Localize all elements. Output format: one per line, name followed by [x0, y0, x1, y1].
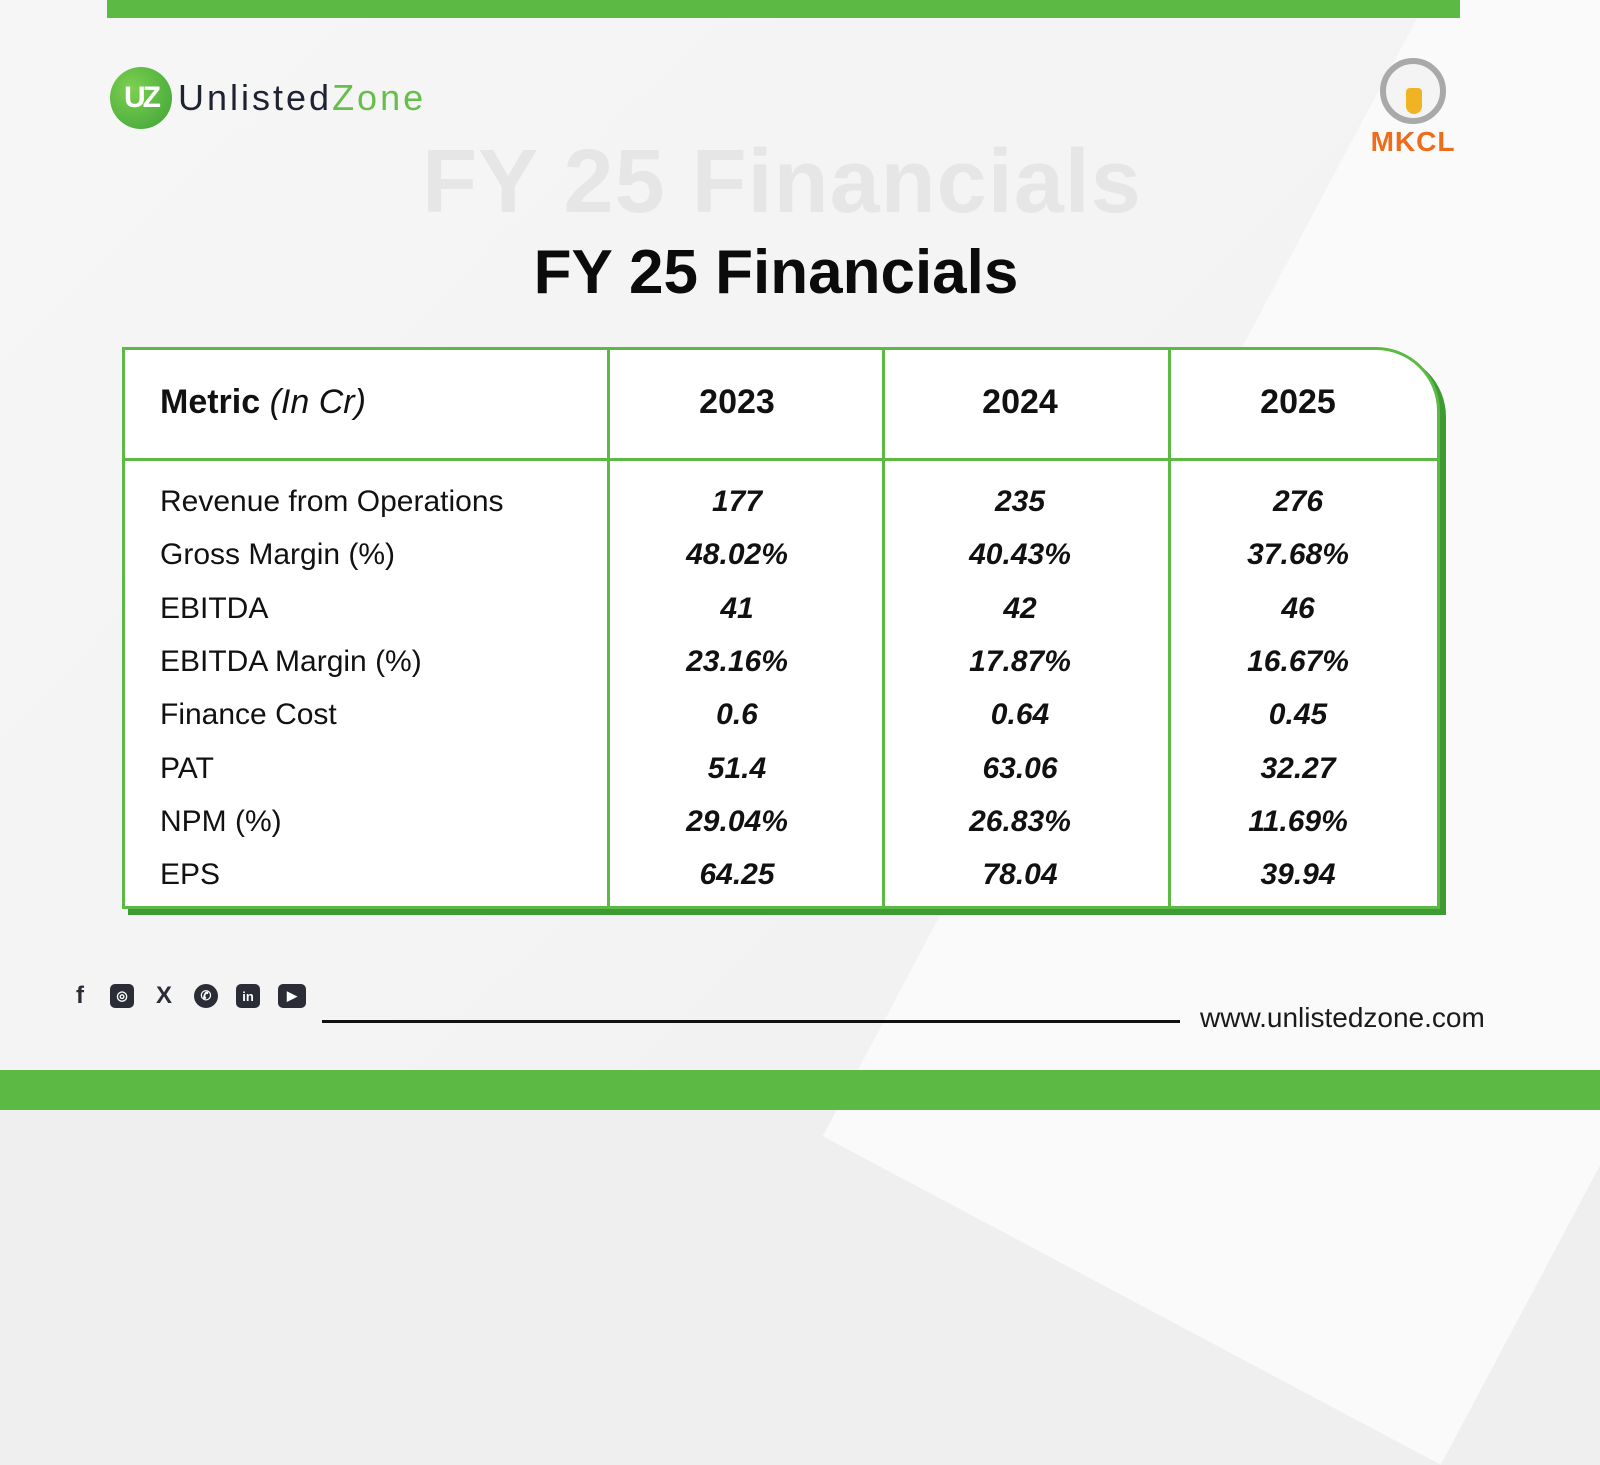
title-watermark: FY 25 Financials	[422, 132, 1142, 232]
row-value: 40.43%	[969, 538, 1071, 572]
mkcl-logo: MKCL	[1368, 58, 1458, 158]
header-year-2024: 2024	[982, 383, 1058, 421]
row-value: 64.25	[699, 858, 775, 892]
row-value: 29.04%	[686, 804, 788, 838]
row-value: 0.6	[716, 698, 758, 732]
lamp-icon	[1406, 88, 1422, 114]
row-value: 0.45	[1268, 698, 1328, 732]
page-title: FY 25 Financials	[533, 238, 1019, 307]
unlistedzone-logo[interactable]: UZ UnlistedZone	[110, 67, 426, 129]
brand-name-part2: Zone	[332, 77, 427, 118]
financials-table: Metric (In Cr) 2023 2024 2025 Revenue fr…	[122, 347, 1440, 909]
row-value: 48.02%	[686, 538, 788, 572]
row-label: NPM (%)	[160, 804, 282, 838]
row-value: 23.16%	[686, 644, 788, 678]
row-label: Gross Margin (%)	[160, 538, 396, 572]
top-accent-bar	[107, 0, 1460, 18]
brand-name-part1: Unlisted	[178, 77, 333, 118]
row-value: 16.67%	[1247, 644, 1349, 678]
row-value: 63.06	[982, 751, 1058, 785]
header-divider	[125, 458, 1437, 461]
facebook-icon[interactable]: f	[76, 982, 84, 1009]
row-value: 46	[1281, 591, 1315, 625]
row-value: 276	[1272, 485, 1324, 518]
social-links: f ◎ X ✆ in ▶	[68, 982, 306, 1009]
header-year-2023: 2023	[699, 383, 775, 421]
row-value: 11.69%	[1248, 804, 1348, 838]
youtube-icon[interactable]: ▶	[278, 984, 306, 1008]
row-value: 78.04	[982, 858, 1058, 892]
row-value: 177	[711, 485, 763, 518]
row-label: Finance Cost	[160, 698, 337, 732]
column-divider	[1168, 350, 1171, 906]
bottom-accent-bar	[0, 1070, 1600, 1110]
header-year-2025: 2025	[1260, 383, 1336, 421]
row-value: 17.87%	[969, 644, 1071, 678]
metric-label: Metric	[160, 383, 261, 421]
row-value: 41	[720, 591, 754, 625]
instagram-icon[interactable]: ◎	[110, 984, 134, 1008]
row-label: EPS	[160, 858, 221, 892]
brand-name: UnlistedZone	[178, 77, 426, 119]
row-value: 51.4	[707, 751, 767, 785]
row-value: 235	[994, 485, 1046, 518]
row-label: Revenue from Operations	[160, 485, 504, 518]
uz-logo-icon: UZ	[110, 67, 172, 129]
column-divider	[607, 350, 610, 906]
row-label: EBITDA Margin (%)	[160, 644, 422, 678]
row-label: PAT	[160, 751, 214, 785]
row-value: 37.68%	[1247, 538, 1349, 572]
row-value: 42	[1003, 591, 1037, 625]
row-value: 32.27	[1260, 751, 1336, 785]
mkcl-seal-icon	[1380, 58, 1446, 124]
footer-divider	[322, 1020, 1180, 1023]
mkcl-name: MKCL	[1370, 126, 1456, 157]
column-divider	[882, 350, 885, 906]
website-link[interactable]: www.unlistedzone.com	[1200, 1002, 1485, 1033]
row-value: 26.83%	[969, 804, 1071, 838]
x-icon[interactable]: X	[155, 982, 172, 1009]
whatsapp-icon[interactable]: ✆	[194, 984, 218, 1008]
row-label: EBITDA	[160, 591, 269, 625]
unit-label: (In Cr)	[269, 383, 366, 421]
row-value: 39.94	[1260, 858, 1336, 892]
linkedin-icon[interactable]: in	[236, 984, 260, 1008]
row-value: 0.64	[990, 698, 1050, 732]
header-metric: Metric (In Cr)	[160, 382, 366, 422]
